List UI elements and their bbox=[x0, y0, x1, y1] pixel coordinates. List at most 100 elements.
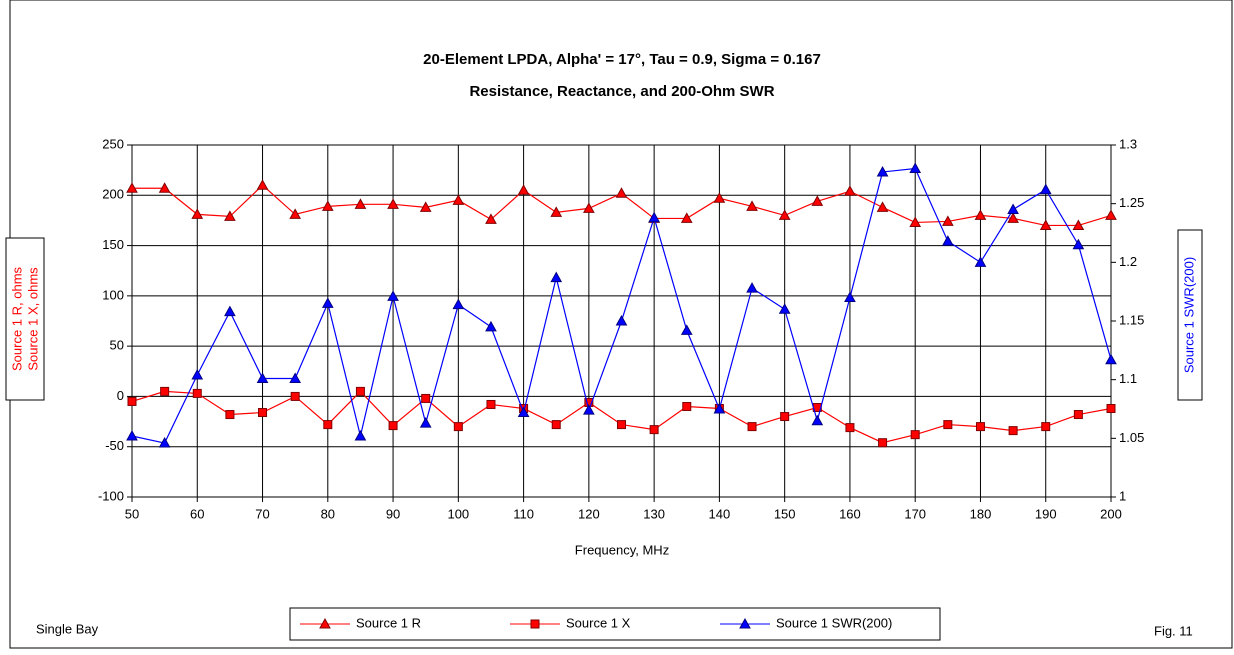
marker bbox=[290, 391, 300, 401]
marker bbox=[1106, 403, 1116, 413]
marker bbox=[780, 412, 790, 422]
marker bbox=[387, 198, 399, 209]
x-tick-label: 160 bbox=[839, 506, 861, 521]
y-axis-label: Source 1 R, ohms bbox=[9, 266, 24, 371]
marker bbox=[746, 282, 758, 293]
marker bbox=[419, 417, 432, 428]
marker bbox=[127, 396, 137, 406]
y-axis-label-box bbox=[5, 237, 45, 401]
y-axis-label: Source 1 X, ohms bbox=[25, 267, 40, 371]
marker bbox=[256, 179, 269, 190]
marker bbox=[680, 212, 693, 223]
marker bbox=[974, 256, 987, 267]
x-tick-label: 80 bbox=[321, 506, 335, 521]
marker bbox=[354, 429, 367, 441]
x-tick-label: 170 bbox=[904, 506, 926, 521]
marker bbox=[485, 320, 497, 332]
x-tick-label: 100 bbox=[447, 506, 469, 521]
marker bbox=[419, 201, 432, 212]
marker bbox=[680, 324, 693, 335]
marker bbox=[778, 209, 791, 220]
x-tick-label: 70 bbox=[255, 506, 269, 521]
marker bbox=[583, 202, 595, 213]
marker bbox=[550, 271, 563, 283]
marker bbox=[551, 420, 561, 430]
x-tick-label: 140 bbox=[709, 506, 731, 521]
marker bbox=[126, 429, 138, 441]
marker bbox=[844, 185, 856, 196]
marker bbox=[746, 200, 758, 211]
marker bbox=[321, 200, 334, 211]
x-tick-label: 190 bbox=[1035, 506, 1057, 521]
marker bbox=[682, 401, 692, 411]
marker bbox=[713, 402, 726, 414]
marker bbox=[452, 194, 465, 205]
marker bbox=[876, 201, 889, 212]
y-tick-label: 100 bbox=[102, 287, 124, 302]
y2-tick-label: 1.1 bbox=[1119, 371, 1137, 386]
marker bbox=[909, 162, 922, 173]
marker bbox=[256, 372, 269, 383]
y2-axis-label: Source 1 SWR(200) bbox=[1181, 257, 1196, 373]
marker bbox=[910, 430, 920, 440]
marker bbox=[811, 195, 824, 206]
y2-tick-label: 1.2 bbox=[1119, 254, 1137, 269]
x-tick-label: 200 bbox=[1100, 506, 1122, 521]
marker bbox=[1039, 183, 1052, 195]
marker bbox=[192, 388, 202, 398]
marker bbox=[943, 420, 953, 430]
marker bbox=[878, 438, 888, 448]
legend-box bbox=[289, 607, 941, 641]
marker bbox=[517, 184, 530, 195]
x-tick-label: 60 bbox=[190, 506, 204, 521]
x-axis-label: Frequency, MHz bbox=[575, 542, 669, 557]
marker bbox=[126, 182, 138, 193]
marker bbox=[530, 619, 540, 629]
marker bbox=[158, 436, 171, 448]
y-tick-label: 0 bbox=[117, 388, 124, 403]
y-tick-label: 250 bbox=[102, 136, 124, 151]
marker bbox=[289, 372, 302, 383]
marker bbox=[323, 420, 333, 430]
marker bbox=[289, 208, 302, 219]
marker bbox=[583, 404, 595, 415]
marker bbox=[649, 425, 659, 435]
marker bbox=[1105, 209, 1117, 220]
legend-label: Source 1 R bbox=[356, 615, 421, 630]
marker bbox=[160, 386, 170, 396]
marker bbox=[191, 208, 204, 219]
marker bbox=[1072, 238, 1085, 250]
marker bbox=[1073, 410, 1083, 420]
marker bbox=[845, 423, 855, 433]
marker bbox=[1039, 219, 1052, 230]
y2-tick-label: 1 bbox=[1119, 488, 1126, 503]
marker bbox=[224, 305, 236, 317]
marker bbox=[811, 414, 824, 426]
x-tick-label: 150 bbox=[774, 506, 796, 521]
marker bbox=[615, 314, 628, 326]
marker bbox=[486, 399, 496, 409]
y2-tick-label: 1.05 bbox=[1119, 430, 1144, 445]
marker bbox=[354, 198, 367, 209]
legend-label: Source 1 X bbox=[566, 615, 631, 630]
marker bbox=[191, 368, 204, 380]
x-tick-label: 110 bbox=[513, 506, 534, 521]
x-tick-label: 130 bbox=[643, 506, 665, 521]
marker bbox=[778, 303, 791, 314]
marker bbox=[319, 617, 331, 629]
chart-title: 20-Element LPDA, Alpha' = 17°, Tau = 0.9… bbox=[423, 51, 821, 68]
chart-subtitle: Resistance, Reactance, and 200-Ohm SWR bbox=[469, 83, 774, 100]
x-tick-label: 120 bbox=[578, 506, 600, 521]
marker bbox=[485, 213, 497, 224]
x-tick-label: 90 bbox=[386, 506, 400, 521]
marker bbox=[1072, 219, 1085, 230]
marker bbox=[974, 209, 987, 220]
x-tick-label: 180 bbox=[970, 506, 992, 521]
marker bbox=[387, 290, 399, 301]
note: Fig. 11 bbox=[1154, 623, 1193, 638]
y2-tick-label: 1.25 bbox=[1119, 195, 1144, 210]
marker bbox=[321, 297, 334, 308]
note: Single Bay bbox=[36, 621, 99, 636]
marker bbox=[648, 211, 660, 223]
marker bbox=[747, 422, 757, 432]
